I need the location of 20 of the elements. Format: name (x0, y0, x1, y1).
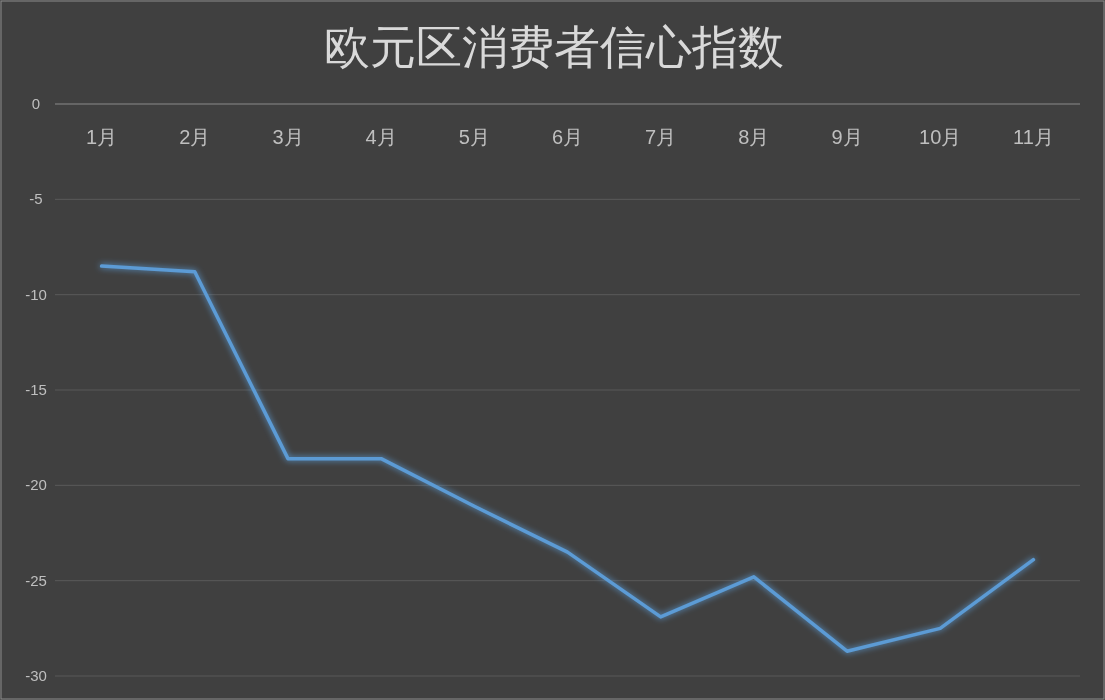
y-tick-label: 0 (31, 95, 41, 112)
x-tick-label: 5月 (458, 126, 490, 148)
x-tick-label: 2月 (179, 126, 211, 148)
y-tick-label: -25 (25, 571, 47, 589)
y-tick-label: -20 (25, 476, 47, 494)
y-tick-label: -30 (25, 667, 47, 684)
x-tick-label: 7月 (645, 126, 677, 148)
x-tick-label: 11月 (1013, 126, 1054, 148)
y-tick-label: -5 (29, 190, 43, 208)
x-tick-label: 6月 (551, 126, 584, 148)
y-tick-label: -10 (25, 285, 47, 303)
x-tick-label: 3月 (272, 126, 304, 148)
x-tick-label: 8月 (738, 126, 770, 148)
y-tick-label: -15 (25, 381, 47, 398)
line-series (99, 264, 1036, 653)
chart-title: 欧元区消费者信心指数 (323, 22, 784, 73)
x-tick-label: 9月 (831, 126, 863, 148)
x-tick-label: 1月 (86, 126, 118, 148)
x-tick-label: 4月 (365, 126, 397, 148)
x-tick-label: 10月 (919, 126, 962, 148)
